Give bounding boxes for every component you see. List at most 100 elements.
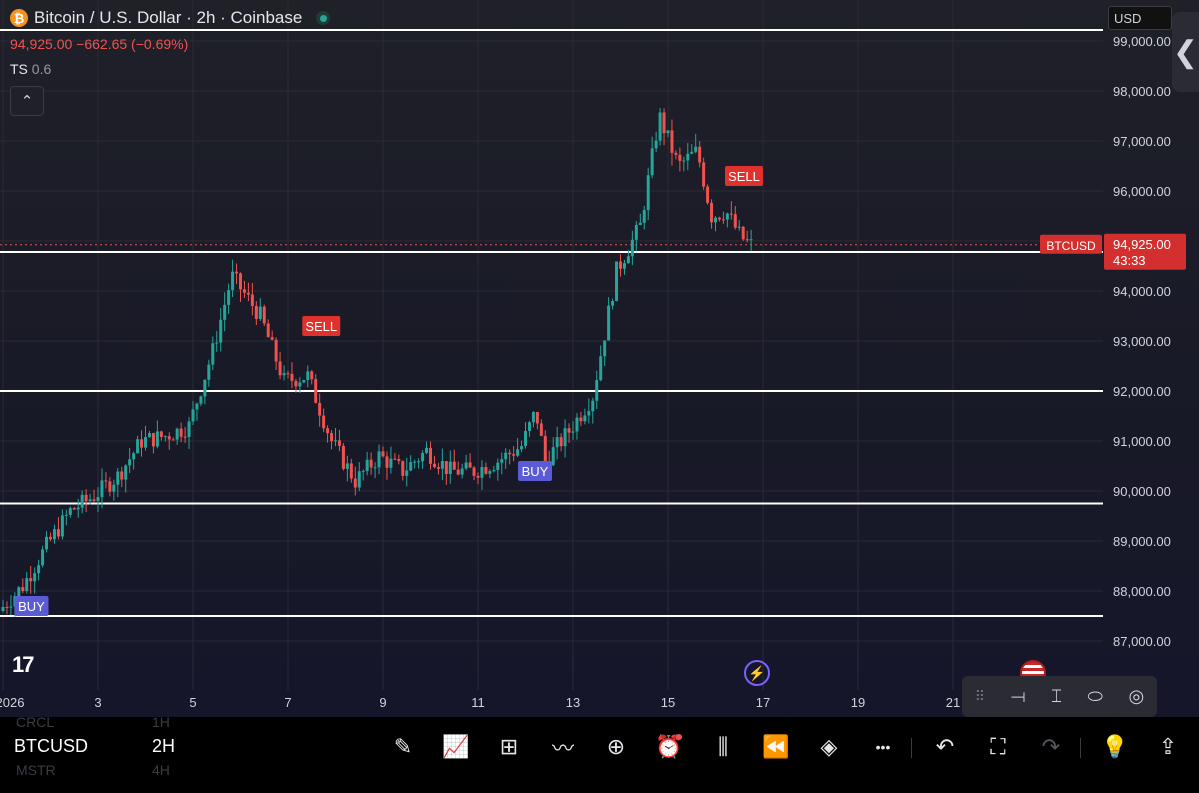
candle-body [567,428,571,433]
horizontal-ray-icon[interactable]: ⟞ [1010,686,1026,706]
candle-body [626,256,630,264]
symbol-title[interactable]: Bitcoin / U.S. Dollar · 2h · Coinbase [34,8,303,27]
candle-body [219,319,223,343]
bulb-icon: 💡 [1101,734,1129,759]
candle-body [694,146,698,152]
signal-buy-badge [518,461,552,481]
replay-button[interactable]: ⏪ [759,730,793,764]
candle-body [318,402,322,416]
candle-body [262,306,266,324]
candle-body [120,471,124,480]
candle-body [33,573,37,582]
current-symbol-label: BTCUSD [1046,239,1096,253]
pencil-button[interactable]: ✎ [386,730,420,764]
price-chart[interactable]: BUY SELL BUY SELL 99,000.00 98,000.00 97,000.0… [0,0,1199,717]
candle-body [155,431,159,447]
candle-body [159,431,163,437]
share-button[interactable]: ⇪ [1151,730,1185,764]
candle-body [409,462,413,471]
symbol-selector[interactable]: BTCUSD [14,736,89,756]
time-tick-label: 3 [94,695,101,710]
candle-body [286,373,290,375]
candle-body [274,339,278,362]
collapse-legend-button[interactable]: ⌃ [10,86,44,116]
candle-body [322,415,326,429]
chart-type-button[interactable]: 〰 [546,730,580,764]
candle-body [361,471,365,473]
candle-body [302,380,306,383]
candle-body [658,112,662,141]
candles-button[interactable]: ⫼ [706,730,740,764]
candle-body [496,462,500,471]
candle-body [231,271,235,291]
fullscreen-button[interactable]: ⛶ [981,730,1015,764]
flash-icon[interactable]: ⚡ [744,660,770,686]
candle-body [611,300,615,306]
candle-body [622,263,626,269]
candle-body [64,514,68,516]
candle-body [373,467,377,469]
shape-icon[interactable]: ⬭ [1087,686,1103,706]
next-symbol[interactable]: MSTR [16,762,56,778]
bulb-button[interactable]: 💡 [1098,730,1132,764]
candle-body [377,451,381,468]
candle-body [223,304,227,320]
candle-body [191,409,195,422]
candle-body [163,436,167,438]
candle-body [444,461,448,474]
candle-body [116,471,120,485]
candle-body [326,428,330,434]
candle-body [195,403,199,410]
indicator-legend[interactable]: TS 0.6 [10,61,51,77]
layers-button[interactable]: ◈ [812,730,846,764]
next-interval[interactable]: 4H [152,762,170,778]
undo-button[interactable]: ↶ [928,730,962,764]
prev-symbol[interactable]: CRCL [16,714,55,730]
candle-body [729,213,733,215]
more-button[interactable]: ••• [866,730,900,764]
candle-body [472,467,476,476]
candle-body [460,468,464,475]
candle-body [714,217,717,223]
indicators-button[interactable]: 📈 [439,730,473,764]
candle-body [393,458,397,460]
candle-body [144,437,147,448]
candle-body [294,380,298,387]
candle-body [136,439,140,454]
candle-body [421,453,425,462]
symbol-title-row[interactable]: ₿ Bitcoin / U.S. Dollar · 2h · Coinbase [10,8,331,28]
candle-body [543,435,547,462]
layouts-button[interactable]: ⊞ [492,730,526,764]
candle-body [492,470,496,472]
candle-body [171,439,175,441]
candle-body [60,515,64,537]
drawing-toolbar[interactable]: ⠿ ⟞ ⌶ ⬭ ◎ [962,676,1157,717]
interval-selector[interactable]: 2H [152,736,176,756]
candle-body [646,175,650,211]
share-icon: ⇪ [1158,734,1178,759]
time-tick-label: 13 [566,695,580,710]
countdown-label: 43:33 [1113,253,1146,268]
side-panel-toggle[interactable]: ❮ [1172,12,1199,92]
candle-body [140,439,144,448]
circle-tool-icon[interactable]: ◎ [1128,686,1145,706]
pencil-icon: ✎ [393,734,413,759]
price-tick-label: 98,000.00 [1113,84,1171,99]
more-icon: ••• [875,739,891,755]
candle-body [591,400,595,412]
candle-body [357,471,361,488]
vertical-range-icon[interactable]: ⌶ [1051,686,1062,706]
chart-area[interactable]: BUY SELL BUY SELL 99,000.00 98,000.00 97,000.0… [0,0,1199,717]
prev-interval[interactable]: 1H [152,714,170,730]
candle-body [405,470,409,476]
candle-body [670,130,674,153]
candle-body [227,290,231,305]
candle-body [207,364,211,380]
candle-body [183,436,187,438]
candle-body [555,437,559,448]
candle-body [72,508,76,510]
redo-button[interactable]: ↷ [1034,730,1068,764]
chevron-up-icon: ⌃ [20,93,34,110]
add-button[interactable]: ⊕ [599,730,633,764]
currency-button[interactable]: USD [1108,6,1172,30]
